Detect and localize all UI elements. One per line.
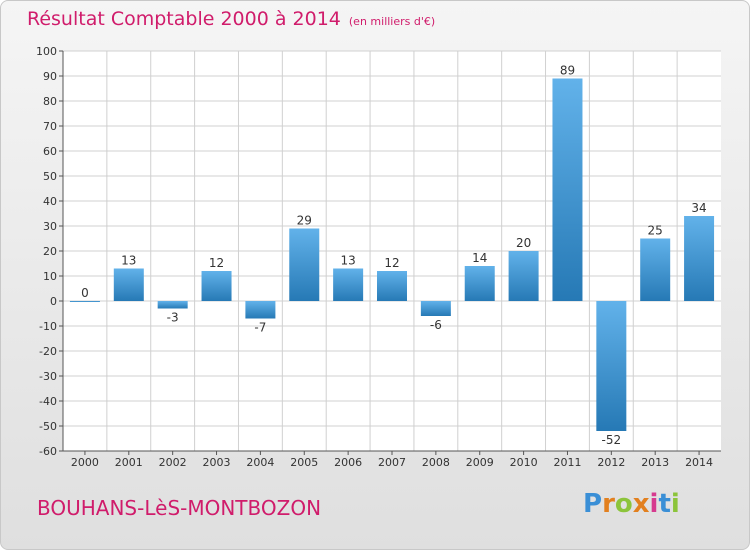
unit-subtitle: (en milliers d'€)	[348, 15, 436, 28]
logo-letter: o	[614, 489, 633, 519]
bar-2004	[245, 301, 276, 319]
bar-value-label: -6	[430, 318, 442, 332]
bar-2003	[201, 271, 232, 301]
logo-letter: x	[632, 489, 650, 519]
chart-title: Résultat Comptable 2000 à 2014 (en millie…	[27, 8, 435, 30]
logo-letter: P	[583, 489, 603, 519]
bar-2000	[69, 301, 100, 302]
x-tick-label: 2010	[510, 456, 538, 469]
x-tick-label: 2003	[203, 456, 231, 469]
x-tick-label: 2009	[466, 456, 494, 469]
bar-2005	[289, 228, 320, 301]
y-tick-label: -60	[39, 445, 57, 458]
bar-2007	[377, 271, 407, 301]
bar-2009	[464, 266, 495, 301]
y-tick-label: 80	[43, 95, 57, 108]
logo-letter: i	[649, 489, 659, 519]
x-tick-label: 2013	[641, 456, 669, 469]
y-tick-label: 70	[43, 120, 57, 133]
x-tick-label: 2007	[378, 456, 406, 469]
bar-value-label: 29	[297, 214, 312, 228]
y-tick-label: -20	[39, 345, 57, 358]
bar-value-label: 20	[516, 236, 531, 250]
bar-value-label: -3	[167, 311, 179, 325]
y-tick-label: 40	[43, 195, 57, 208]
bar-2011	[552, 78, 583, 301]
bar-2008	[420, 301, 451, 316]
bar-value-label: -52	[602, 433, 622, 447]
y-tick-label: -50	[39, 420, 57, 433]
bar-2014	[684, 216, 715, 301]
x-tick-label: 2014	[685, 456, 713, 469]
y-tick-label: 90	[43, 70, 57, 83]
title-text: Résultat Comptable 2000 à 2014	[27, 8, 341, 30]
bar-value-label: 25	[648, 224, 663, 238]
bar-value-label: 34	[691, 201, 706, 215]
y-tick-label: 20	[43, 245, 57, 258]
logo-letter: t	[658, 489, 671, 519]
bar-value-label: 12	[209, 256, 224, 270]
bar-2006	[333, 268, 364, 301]
x-tick-label: 2000	[71, 456, 99, 469]
x-tick-label: 2005	[290, 456, 318, 469]
bar-value-label: 13	[121, 254, 136, 268]
bar-value-label: 13	[340, 254, 355, 268]
y-tick-label: 60	[43, 145, 57, 158]
y-tick-label: -10	[39, 320, 57, 333]
x-tick-label: 2004	[246, 456, 274, 469]
y-tick-label: 10	[43, 270, 57, 283]
bar-2002	[157, 301, 188, 309]
y-tick-label: -30	[39, 370, 57, 383]
x-tick-label: 2001	[115, 456, 143, 469]
y-tick-label: 30	[43, 220, 57, 233]
y-tick-label: 0	[50, 295, 57, 308]
x-tick-label: 2008	[422, 456, 450, 469]
proxiti-logo: Proxiti	[583, 489, 680, 519]
x-tick-label: 2002	[159, 456, 187, 469]
x-tick-label: 2006	[334, 456, 362, 469]
bar-2012	[596, 301, 627, 431]
bar-value-label: 14	[472, 251, 487, 265]
y-tick-label: 100	[36, 45, 57, 58]
bar-value-label: 0	[81, 286, 89, 300]
x-tick-label: 2012	[597, 456, 625, 469]
bar-value-label: -7	[254, 321, 266, 335]
logo-letter: r	[602, 489, 615, 519]
bar-2001	[113, 268, 144, 301]
y-tick-label: -40	[39, 395, 57, 408]
bar-2010	[508, 251, 539, 301]
y-tick-label: 50	[43, 170, 57, 183]
logo-letter: i	[670, 489, 680, 519]
bar-2013	[640, 238, 671, 301]
town-name: BOUHANS-LèS-MONTBOZON	[37, 496, 322, 520]
bar-value-label: 12	[384, 256, 399, 270]
bar-value-label: 89	[560, 64, 575, 78]
x-tick-label: 2011	[553, 456, 581, 469]
